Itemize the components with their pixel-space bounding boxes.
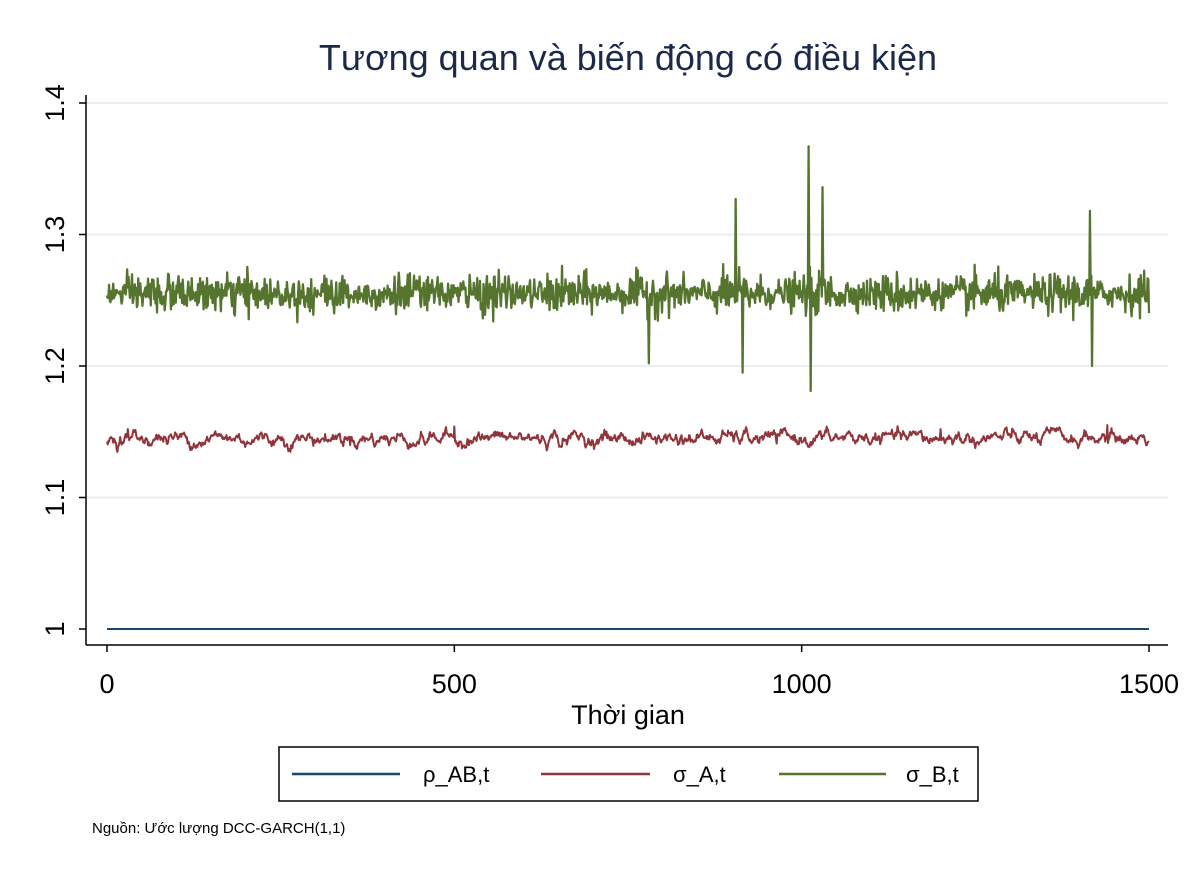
legend-label: σ_B,t [906,762,959,787]
x-tick-label: 0 [99,669,114,699]
y-tick-label: 1.3 [40,216,70,254]
legend: ρ_AB,t σ_A,t σ_B,t [278,746,979,802]
y-tick-label: 1.1 [40,479,70,517]
x-tick-label: 500 [432,669,477,699]
series-line-2 [106,424,1150,453]
y-tick-label: 1.4 [40,84,70,122]
y-tick-label: 1.2 [40,347,70,385]
series-layer [105,145,1151,630]
x-tick-label: 1500 [1119,669,1179,699]
series-line-3 [105,145,1151,393]
legend-label: σ_A,t [673,762,726,787]
legend-label: ρ_AB,t [423,762,489,787]
grid-lines [86,102,1168,499]
y-tick-label: 1 [40,621,70,636]
x-axis-label: Thời gian [571,700,685,730]
source-note: Nguồn: Ước lượng DCC-GARCH(1,1) [92,820,345,837]
chart-title: Tương quan và biến động có điều kiện [319,37,937,78]
axis-ticks: 1 1.1 1.2 1.3 1.4 0 500 1000 1500 [40,84,1179,699]
x-tick-label: 1000 [772,669,832,699]
